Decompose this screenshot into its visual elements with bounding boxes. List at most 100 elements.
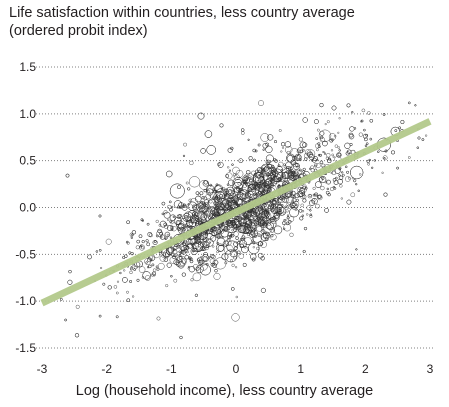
scatter-point bbox=[424, 134, 428, 137]
scatter-point bbox=[265, 142, 270, 147]
scatter-point bbox=[151, 271, 156, 276]
scatter-point bbox=[184, 215, 188, 219]
scatter-point bbox=[202, 205, 205, 208]
scatter-point bbox=[351, 111, 354, 114]
scatter-point bbox=[276, 166, 283, 173]
scatter-point bbox=[346, 170, 350, 174]
scatter-point bbox=[270, 234, 274, 238]
scatter-point bbox=[244, 215, 255, 226]
scatter-point bbox=[129, 232, 134, 237]
scatter-point bbox=[247, 227, 256, 235]
scatter-point bbox=[311, 159, 314, 162]
scatter-point bbox=[221, 253, 229, 261]
scatter-point bbox=[285, 170, 288, 174]
scatter-point bbox=[270, 233, 277, 241]
scatter-point bbox=[155, 219, 159, 223]
scatter-point bbox=[156, 267, 160, 271]
scatter-point bbox=[228, 169, 231, 172]
scatter-point bbox=[317, 142, 321, 146]
scatter-point bbox=[242, 237, 245, 240]
scatter-point bbox=[74, 333, 80, 338]
scatter-point bbox=[180, 246, 186, 251]
scatter-point bbox=[232, 177, 245, 190]
scatter-point bbox=[274, 159, 278, 163]
scatter-point bbox=[212, 245, 215, 248]
scatter-point bbox=[355, 248, 358, 251]
scatter-point bbox=[215, 188, 227, 200]
scatter-point bbox=[189, 160, 194, 166]
scatter-point bbox=[131, 233, 134, 236]
scatter-point bbox=[366, 159, 370, 164]
scatter-point bbox=[382, 155, 388, 161]
scatter-point bbox=[302, 117, 308, 123]
x-axis-label: Log (household income), less country ave… bbox=[75, 383, 374, 399]
scatter-point bbox=[208, 199, 213, 204]
scatter-point bbox=[166, 262, 172, 268]
scatter-point bbox=[367, 162, 370, 166]
scatter-point bbox=[302, 249, 306, 254]
scatter-point bbox=[163, 222, 168, 227]
scatter-point bbox=[141, 240, 145, 244]
scatter-point bbox=[138, 244, 146, 251]
scatter-point bbox=[304, 186, 308, 190]
scatter-point bbox=[298, 208, 303, 213]
scatter-point bbox=[322, 150, 325, 154]
scatter-point bbox=[203, 189, 207, 193]
scatter-point bbox=[193, 205, 199, 211]
scatter-point bbox=[176, 223, 180, 227]
scatter-point bbox=[226, 237, 231, 242]
scatter-point bbox=[373, 159, 376, 162]
scatter-point bbox=[207, 198, 216, 208]
scatter-point bbox=[187, 187, 191, 191]
scatter-point bbox=[185, 181, 189, 185]
scatter-point bbox=[144, 258, 152, 265]
scatter-point bbox=[282, 196, 289, 203]
scatter-point bbox=[183, 142, 188, 147]
scatter-point bbox=[188, 198, 193, 203]
scatter-point bbox=[362, 133, 368, 139]
scatter-point bbox=[224, 239, 232, 246]
scatter-point bbox=[202, 256, 208, 262]
scatter-point bbox=[136, 278, 140, 282]
scatter-point bbox=[188, 256, 192, 260]
scatter-point bbox=[383, 192, 388, 197]
scatter-point bbox=[330, 138, 334, 142]
scatter-point bbox=[138, 234, 143, 239]
scatter-point bbox=[146, 242, 151, 247]
scatter-point bbox=[341, 171, 344, 174]
scatter-point bbox=[197, 260, 204, 266]
scatter-point bbox=[355, 183, 358, 186]
scatter-point bbox=[199, 259, 205, 265]
scatter-point bbox=[192, 264, 199, 270]
scatter-point bbox=[298, 190, 305, 197]
scatter-point bbox=[154, 240, 157, 243]
scatter-point bbox=[135, 245, 140, 250]
scatter-point bbox=[407, 156, 411, 159]
scatter-point bbox=[180, 260, 183, 263]
scatter-point bbox=[187, 203, 190, 206]
scatter-point bbox=[193, 204, 203, 214]
scatter-point bbox=[188, 256, 192, 260]
scatter-point bbox=[336, 152, 342, 158]
scatter-point bbox=[212, 213, 216, 216]
scatter-point bbox=[202, 180, 209, 187]
scatter-point bbox=[360, 119, 364, 123]
scatter-point bbox=[129, 267, 133, 271]
scatter-point bbox=[170, 275, 173, 278]
scatter-point bbox=[297, 169, 302, 175]
scatter-point bbox=[152, 240, 158, 245]
scatter-point bbox=[177, 261, 185, 269]
scatter-point bbox=[337, 131, 340, 134]
scatter-point bbox=[129, 270, 133, 275]
scatter-point bbox=[306, 205, 312, 211]
scatter-point bbox=[309, 214, 313, 218]
scatter-point bbox=[252, 192, 256, 196]
scatter-point bbox=[176, 246, 180, 249]
scatter-point bbox=[327, 158, 332, 164]
scatter-point bbox=[261, 184, 271, 194]
scatter-point bbox=[285, 209, 289, 213]
scatter-point bbox=[235, 266, 238, 269]
scatter-point bbox=[169, 183, 185, 199]
scatter-point bbox=[197, 258, 200, 262]
scatter-point bbox=[165, 284, 169, 288]
